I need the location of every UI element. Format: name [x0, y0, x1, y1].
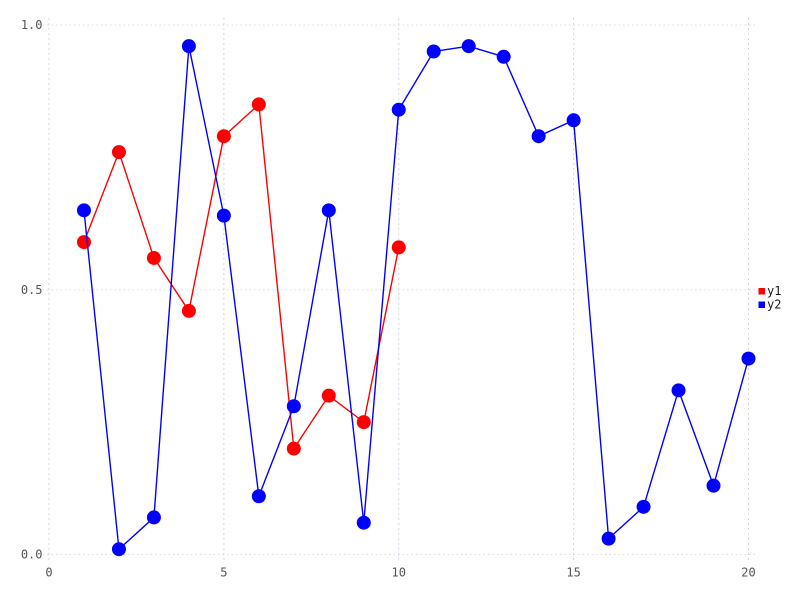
data-series: [76, 39, 756, 557]
series-y2-marker: [671, 383, 686, 398]
series-y2-marker: [601, 531, 616, 546]
x-tick-label: 20: [741, 566, 755, 580]
series-y2-marker: [461, 39, 476, 54]
series-y1-marker: [391, 240, 406, 255]
axis-tick-labels: 0.0 0.5 1.0 0 5 10 15 20: [21, 18, 756, 579]
series-y2-marker: [496, 49, 511, 64]
series-y1-marker: [146, 250, 161, 265]
series-y1-marker: [111, 145, 126, 160]
series-y2-marker: [216, 208, 231, 223]
series-y1-line: [83, 103, 400, 450]
x-tick-label: 15: [566, 566, 580, 580]
series-y2-marker: [706, 478, 721, 493]
series-y1-marker: [76, 235, 91, 250]
series-y2-marker: [111, 542, 126, 557]
series-y2-marker: [566, 113, 581, 128]
legend-swatch-y1: [758, 288, 765, 295]
series-y1-marker: [181, 303, 196, 318]
series-y1-marker: [356, 415, 371, 430]
series-y2-marker: [146, 510, 161, 525]
y-tick-label: 0.5: [21, 283, 43, 297]
x-tick-label: 0: [45, 566, 52, 580]
series-y2-marker: [531, 129, 546, 144]
x-tick-label: 10: [392, 566, 406, 580]
legend-swatch-y2: [758, 301, 765, 308]
series-y1-marker: [251, 97, 266, 112]
series-y2-marker: [636, 499, 651, 514]
gridlines: [42, 18, 755, 561]
series-y1-marker: [321, 388, 336, 403]
series-y1: [76, 97, 406, 456]
series-y2-marker: [391, 102, 406, 117]
series-y2-marker: [741, 351, 756, 366]
series-y1-marker: [286, 441, 301, 456]
series-y2-marker: [76, 203, 91, 218]
y-tick-label: 1.0: [21, 18, 43, 32]
series-y2: [76, 39, 756, 557]
legend-label-y2: y2: [767, 298, 781, 312]
series-y2-line: [83, 45, 750, 550]
series-y1-marker: [216, 129, 231, 144]
series-y2-marker: [181, 39, 196, 54]
series-y2-marker: [426, 44, 441, 59]
x-tick-label: 5: [220, 566, 227, 580]
y-tick-label: 0.0: [21, 548, 43, 562]
series-y2-marker: [286, 399, 301, 414]
series-y2-marker: [321, 203, 336, 218]
series-y2-marker: [251, 489, 266, 504]
series-y2-marker: [356, 515, 371, 530]
legend-label-y1: y1: [767, 284, 781, 298]
